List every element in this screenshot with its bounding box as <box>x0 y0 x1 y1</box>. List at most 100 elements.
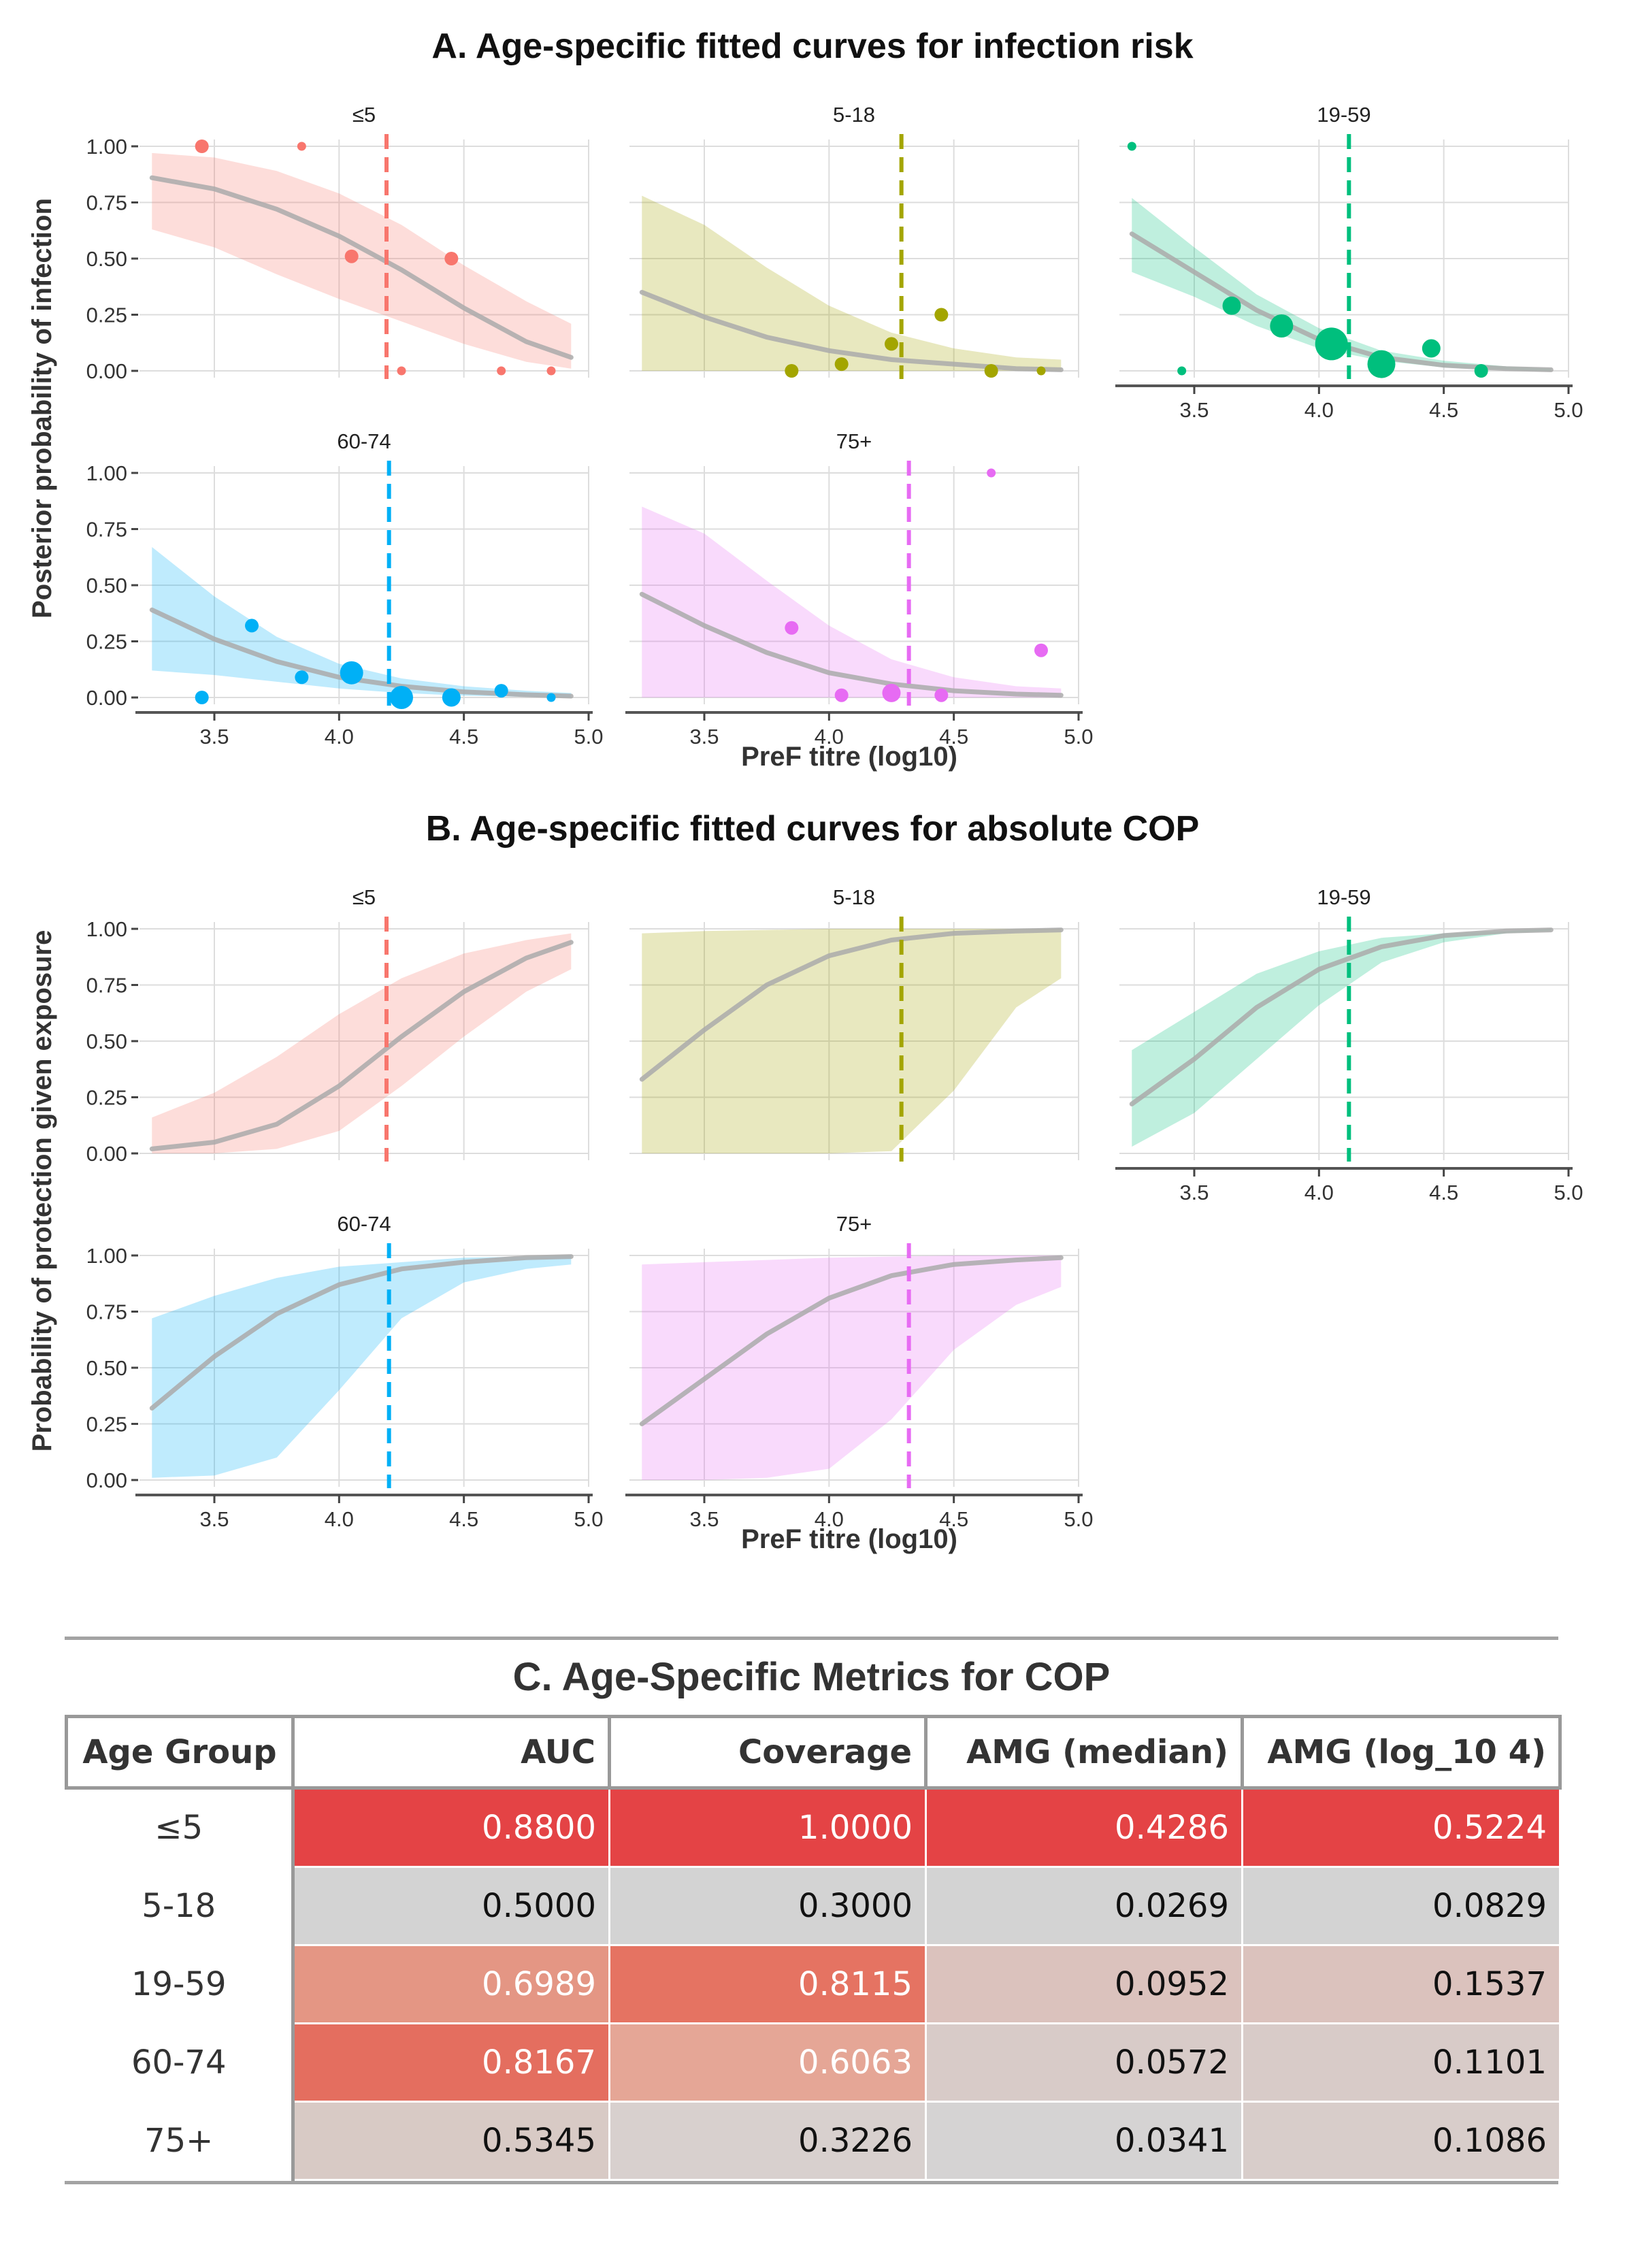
data-point <box>1315 327 1348 361</box>
confidence-band <box>642 195 1062 371</box>
data-point <box>834 688 849 702</box>
age-group-cell: 60-74 <box>66 2023 295 2103</box>
metric-cell: 1.0000 <box>609 1788 927 1868</box>
table-title: C. Age-Specific Metrics for COP <box>512 1655 1111 1699</box>
facet-4: 75+ 3.5 4.0 4.5 5.0 <box>625 1212 1094 1531</box>
metric-cell: 0.5224 <box>1242 1788 1561 1868</box>
metric-cell: 0.6989 <box>293 1945 610 2024</box>
x-tick-label: 4.0 <box>1304 1181 1334 1204</box>
x-tick-label: 3.5 <box>1179 398 1209 422</box>
facet-strip-label: ≤5 <box>352 103 376 127</box>
confidence-band <box>1132 929 1552 1147</box>
data-point <box>785 364 799 378</box>
metric-cell: 0.8115 <box>609 1945 927 2024</box>
data-point <box>987 468 996 478</box>
table-row: ≤5 0.8800 1.0000 0.4286 0.5224 <box>66 1788 1561 1868</box>
facet-strip-label: 19-59 <box>1317 103 1370 127</box>
facet-1: 5-18 <box>629 103 1079 379</box>
x-tick-label: 4.5 <box>1429 1181 1458 1204</box>
metric-cell: 0.0269 <box>925 1867 1243 1946</box>
fitted-curve <box>149 607 574 699</box>
fitted-curve <box>1129 927 1554 1106</box>
y-tick-label: 0.25 <box>86 630 127 654</box>
facet-3: 60-74 0.00 0.25 0.50 0.75 1.00 3.5 4.0 4.5 5.0 <box>86 429 604 749</box>
facet-strip-label: 60-74 <box>337 1212 391 1236</box>
x-tick-label: 5.0 <box>574 725 603 749</box>
table-row: 19-59 0.6989 0.8115 0.0952 0.1537 <box>66 1945 1561 2024</box>
data-point <box>1034 643 1048 657</box>
panel-b-plot: ≤5 0.00 0.25 0.50 0.75 1.00 5-18 19-59 3.5 4.0 4.5… <box>86 885 1583 1531</box>
facet-1: 5-18 <box>629 885 1079 1162</box>
y-tick-label: 0.75 <box>86 191 127 215</box>
data-point <box>390 686 413 709</box>
x-tick-label: 4.5 <box>939 725 968 749</box>
data-point <box>497 366 506 376</box>
x-tick-label: 5.0 <box>1064 725 1093 749</box>
age-group-cell: ≤5 <box>66 1788 295 1868</box>
x-tick-label: 4.5 <box>449 1507 478 1531</box>
metrics-table-panel: C. Age-Specific Metrics for COP Age Grou… <box>65 1637 1562 2184</box>
metric-cell: 0.3226 <box>609 2101 927 2181</box>
col-header-auc: AUC <box>291 1715 611 1790</box>
x-tick-label: 4.5 <box>939 1507 968 1531</box>
facet-2: 19-59 3.5 4.0 4.5 5.0 <box>1115 103 1583 422</box>
y-tick-label: 0.00 <box>86 1142 127 1166</box>
confidence-band <box>642 1255 1062 1480</box>
x-tick-label: 4.0 <box>1304 398 1334 422</box>
x-tick-label: 3.5 <box>199 1507 229 1531</box>
age-group-cell: 19-59 <box>66 1945 295 2024</box>
y-tick-label: 0.50 <box>86 1356 127 1380</box>
fitted-curve <box>149 940 574 1151</box>
data-point <box>1222 296 1241 315</box>
age-group-cell: 75+ <box>66 2101 295 2181</box>
table-header-row: Age Group AUC Coverage AMG (median) AMG … <box>65 1715 1562 1790</box>
metric-cell: 0.1101 <box>1242 2023 1561 2103</box>
fitted-curve <box>639 1255 1064 1426</box>
y-tick-label: 0.00 <box>86 359 127 383</box>
metric-cell: 0.3000 <box>609 1867 927 1946</box>
facet-0: ≤5 0.00 0.25 0.50 0.75 1.00 <box>86 103 589 383</box>
y-tick-label: 0.00 <box>86 686 127 710</box>
metric-cell: 0.5345 <box>293 2101 610 2181</box>
x-tick-label: 4.0 <box>815 725 844 749</box>
x-tick-label: 5.0 <box>1554 1181 1583 1204</box>
col-header-amg-log: AMG (log_10 4) <box>1241 1715 1562 1790</box>
data-point <box>1127 142 1136 151</box>
data-point <box>494 684 508 698</box>
metric-cell: 0.1086 <box>1242 2101 1561 2181</box>
y-tick-label: 0.00 <box>86 1468 127 1492</box>
panel-b-x-title: PreF titre (log10) <box>741 1524 957 1554</box>
panel-a-x-title: PreF titre (log10) <box>741 742 957 772</box>
age-group-cell: 5-18 <box>66 1867 295 1946</box>
col-header-amg-median: AMG (median) <box>924 1715 1244 1790</box>
metric-cell: 0.6063 <box>609 2023 927 2103</box>
x-tick-label: 3.5 <box>689 725 719 749</box>
data-point <box>546 366 556 376</box>
fitted-curve <box>639 290 1064 372</box>
data-point <box>442 688 461 707</box>
confidence-band <box>642 506 1062 697</box>
data-point <box>444 252 459 265</box>
fitted-curve <box>149 1254 574 1411</box>
confidence-band <box>152 152 572 369</box>
confidence-band <box>642 929 1062 1153</box>
metric-cell: 0.5000 <box>293 1867 610 1946</box>
fitted-curve <box>149 175 574 360</box>
x-tick-label: 3.5 <box>1179 1181 1209 1204</box>
panel-a-title: A. Age-specific fitted curves for infect… <box>431 27 1194 66</box>
confidence-band <box>152 1255 572 1478</box>
data-point <box>344 249 359 263</box>
facet-strip-label: 75+ <box>836 429 872 453</box>
y-tick-label: 1.00 <box>86 1244 127 1268</box>
y-tick-label: 0.25 <box>86 1413 127 1436</box>
facet-strip-label: 19-59 <box>1317 885 1370 909</box>
y-tick-label: 1.00 <box>86 917 127 941</box>
table-row: 5-18 0.5000 0.3000 0.0269 0.0829 <box>66 1867 1561 1946</box>
x-tick-label: 4.0 <box>815 1507 844 1531</box>
col-header-age-group: Age Group <box>65 1715 295 1790</box>
metric-cell: 0.1537 <box>1242 1945 1561 2024</box>
metric-cell: 0.0341 <box>925 2101 1243 2181</box>
data-point <box>297 142 306 151</box>
facet-2: 19-59 3.5 4.0 4.5 5.0 <box>1115 885 1583 1204</box>
y-tick-label: 0.25 <box>86 303 127 327</box>
